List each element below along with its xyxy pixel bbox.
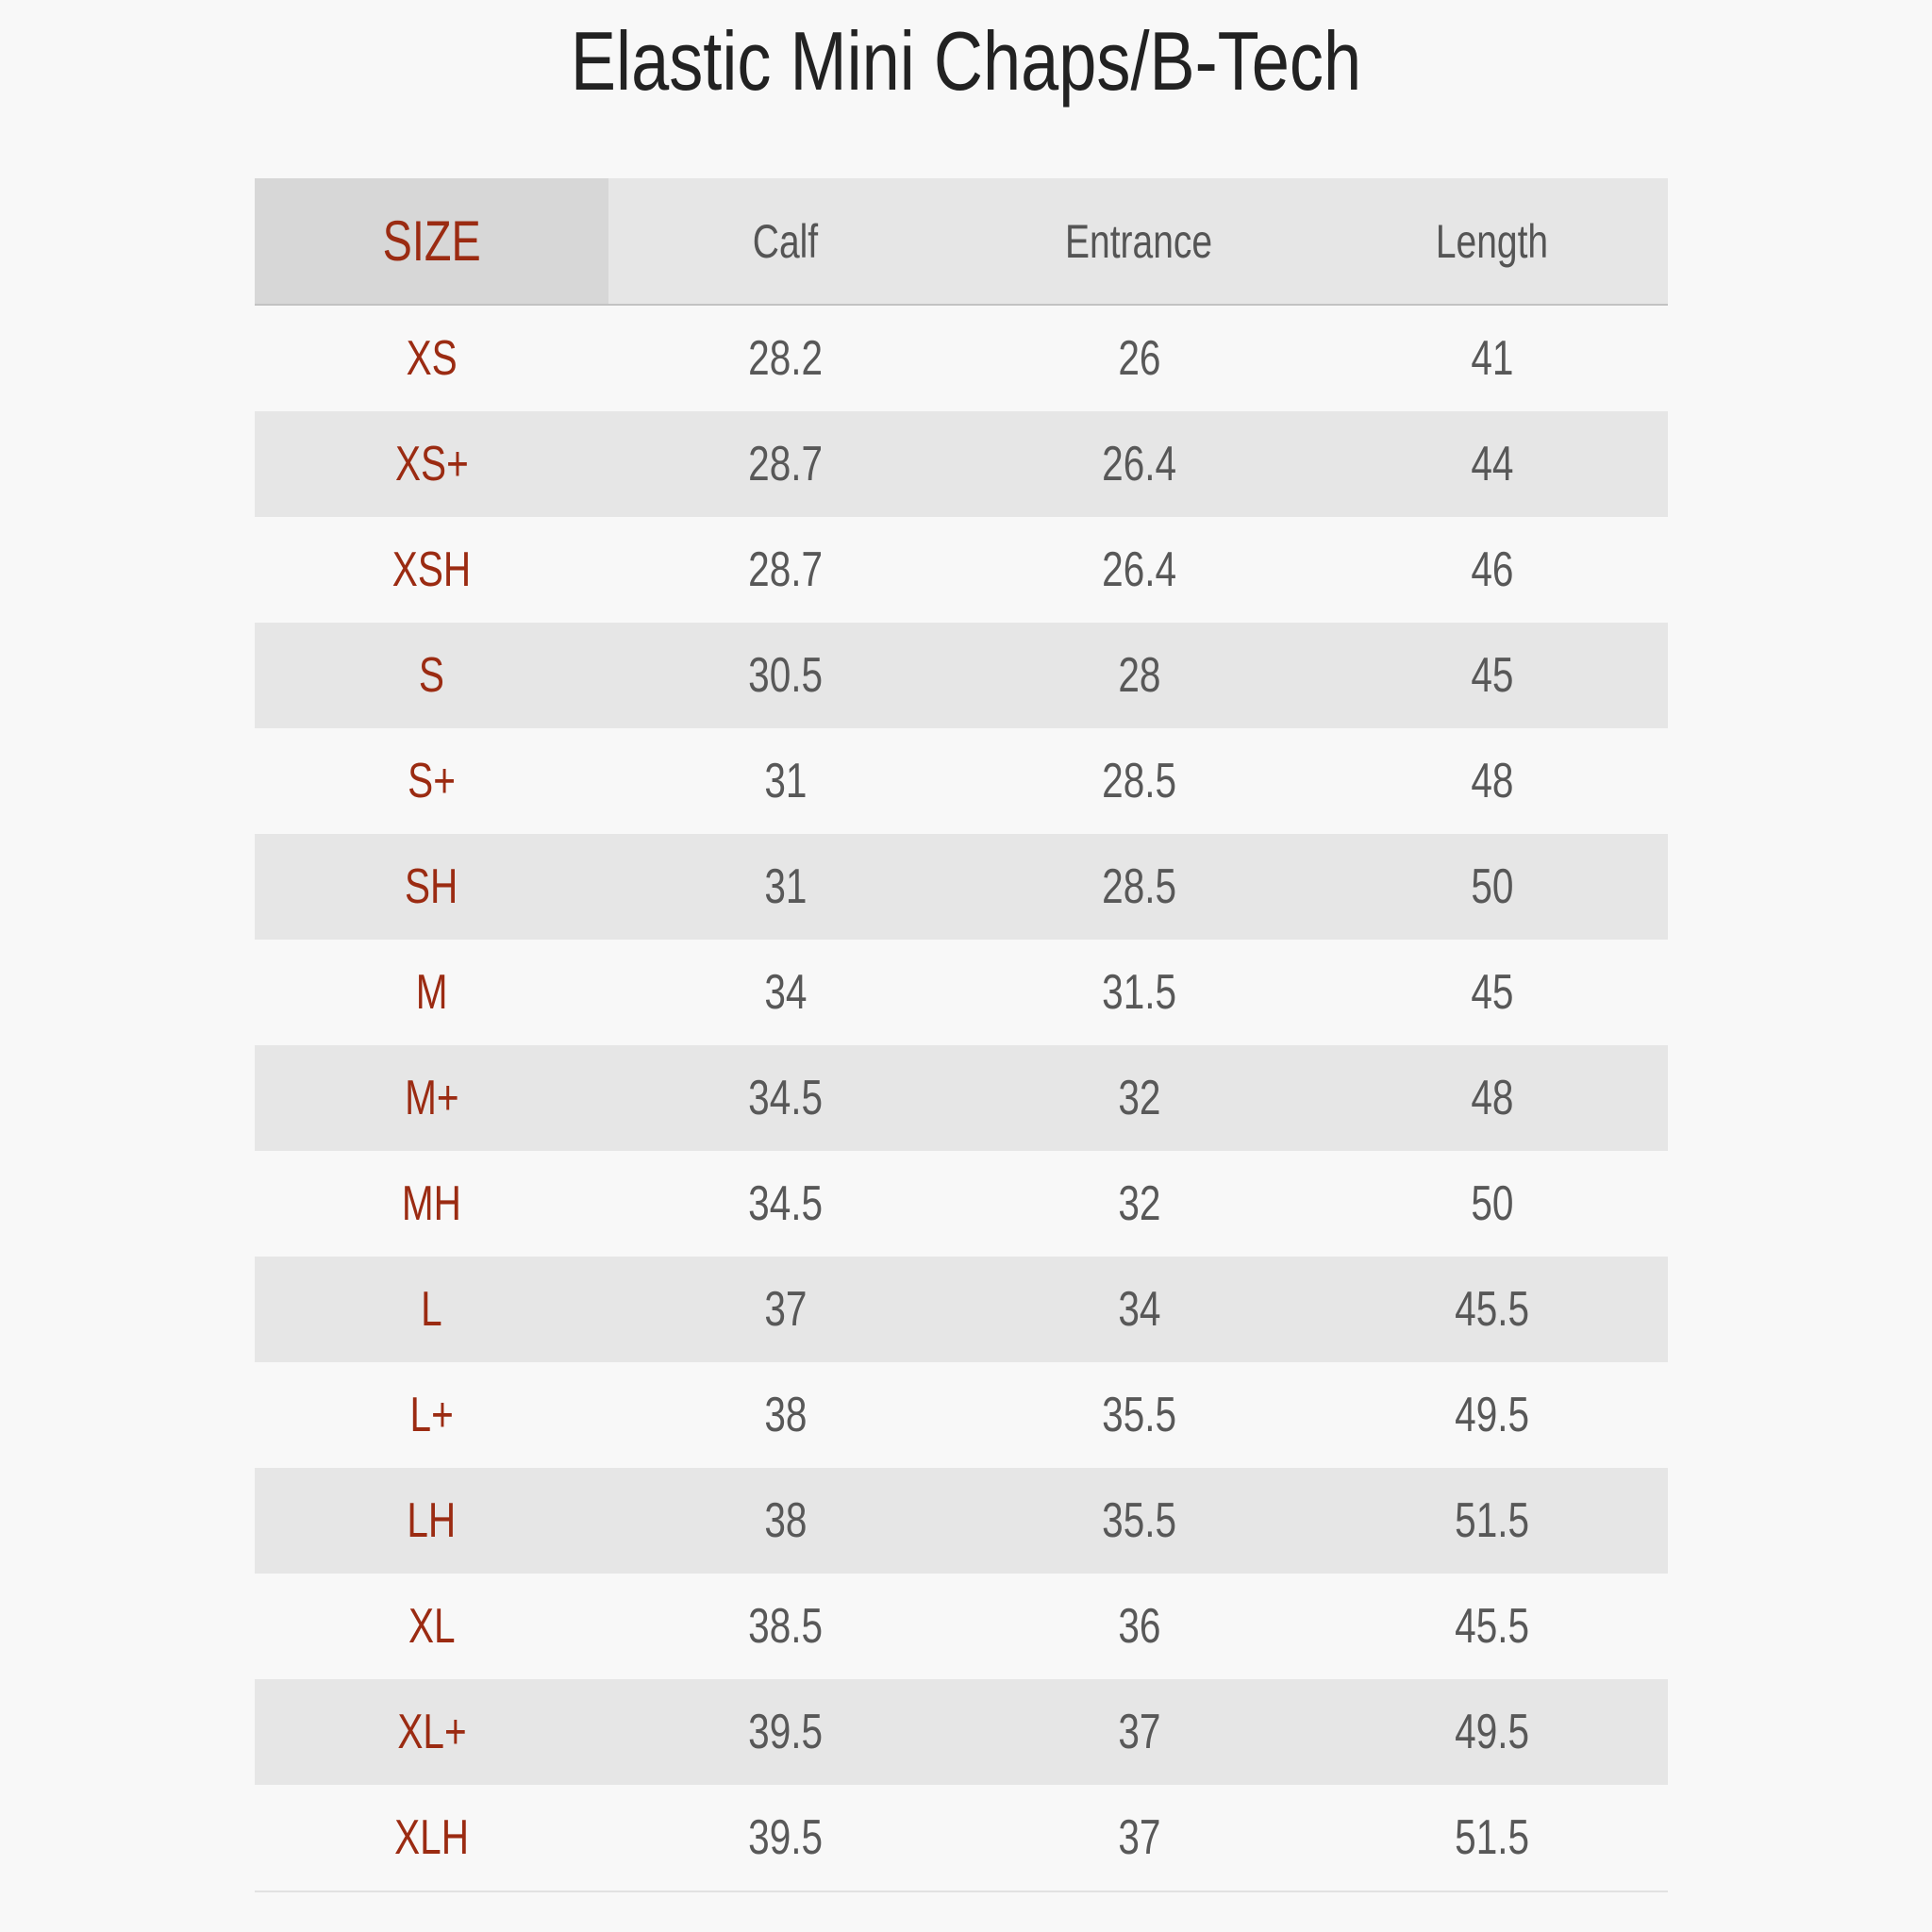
header-size: SIZE xyxy=(255,178,608,304)
table-row: XL+ 39.5 37 49.5 xyxy=(255,1679,1668,1785)
calf-cell: 39.5 xyxy=(748,1705,823,1759)
size-cell: XLH xyxy=(394,1810,469,1865)
length-cell: 45 xyxy=(1470,648,1514,703)
calf-cell: 31 xyxy=(763,754,808,808)
size-cell: LH xyxy=(407,1493,457,1548)
calf-cell: 28.7 xyxy=(748,542,823,597)
entrance-cell: 28.5 xyxy=(1102,754,1176,808)
entrance-cell: 28.5 xyxy=(1102,859,1176,914)
size-cell: XL xyxy=(408,1599,456,1654)
size-cell: M xyxy=(415,965,448,1020)
entrance-cell: 32 xyxy=(1117,1176,1161,1231)
calf-cell: 28.2 xyxy=(748,331,823,386)
entrance-cell: 36 xyxy=(1117,1599,1161,1654)
entrance-cell: 31.5 xyxy=(1102,965,1176,1020)
table-row: MH 34.5 32 50 xyxy=(255,1151,1668,1257)
size-cell: SH xyxy=(405,859,458,914)
table-row: S 30.5 28 45 xyxy=(255,623,1668,728)
length-cell: 51.5 xyxy=(1455,1493,1529,1548)
calf-cell: 30.5 xyxy=(748,648,823,703)
calf-cell: 38 xyxy=(763,1388,808,1442)
size-cell: M+ xyxy=(404,1071,459,1125)
table-row: XLH 39.5 37 51.5 xyxy=(255,1785,1668,1892)
calf-cell: 38.5 xyxy=(748,1599,823,1654)
length-cell: 44 xyxy=(1470,437,1514,491)
length-cell: 41 xyxy=(1470,331,1514,386)
entrance-cell: 26.4 xyxy=(1102,542,1176,597)
calf-cell: 39.5 xyxy=(748,1810,823,1865)
size-chart-table: SIZE Calf Entrance Length XS 28.2 26 41 XS+ 2… xyxy=(255,178,1668,1892)
length-cell: 49.5 xyxy=(1455,1388,1529,1442)
header-calf: Calf xyxy=(752,214,819,268)
length-cell: 51.5 xyxy=(1455,1810,1529,1865)
header-entrance: Entrance xyxy=(1065,214,1213,268)
size-cell: L+ xyxy=(409,1388,454,1442)
entrance-cell: 34 xyxy=(1117,1282,1161,1337)
entrance-cell: 28 xyxy=(1117,648,1161,703)
page-title: Elastic Mini Chaps/B-Tech xyxy=(570,14,1362,108)
table-row: S+ 31 28.5 48 xyxy=(255,728,1668,834)
table-header-row: SIZE Calf Entrance Length xyxy=(255,178,1668,306)
table-row: L+ 38 35.5 49.5 xyxy=(255,1362,1668,1468)
table-row: XS+ 28.7 26.4 44 xyxy=(255,411,1668,517)
table-row: XL 38.5 36 45.5 xyxy=(255,1574,1668,1679)
calf-cell: 34.5 xyxy=(748,1176,823,1231)
length-cell: 45.5 xyxy=(1455,1599,1529,1654)
entrance-cell: 32 xyxy=(1117,1071,1161,1125)
calf-cell: 34 xyxy=(763,965,808,1020)
table-row: M 34 31.5 45 xyxy=(255,940,1668,1045)
table-row: M+ 34.5 32 48 xyxy=(255,1045,1668,1151)
size-cell: L xyxy=(421,1282,442,1337)
size-cell: XS+ xyxy=(394,437,469,491)
length-cell: 46 xyxy=(1470,542,1514,597)
entrance-cell: 35.5 xyxy=(1102,1388,1176,1442)
calf-cell: 34.5 xyxy=(748,1071,823,1125)
table-row: L 37 34 45.5 xyxy=(255,1257,1668,1362)
entrance-cell: 26 xyxy=(1117,331,1161,386)
table-row: XSH 28.7 26.4 46 xyxy=(255,517,1668,623)
calf-cell: 28.7 xyxy=(748,437,823,491)
table-body: XS 28.2 26 41 XS+ 28.7 26.4 44 XSH 28.7 26.4 46 S 30.… xyxy=(255,306,1668,1892)
size-cell: XS xyxy=(406,331,458,386)
calf-cell: 38 xyxy=(763,1493,808,1548)
entrance-cell: 35.5 xyxy=(1102,1493,1176,1548)
size-cell: XL+ xyxy=(396,1705,467,1759)
length-cell: 48 xyxy=(1470,1071,1514,1125)
size-cell: MH xyxy=(401,1176,462,1231)
length-cell: 45.5 xyxy=(1455,1282,1529,1337)
entrance-cell: 37 xyxy=(1117,1810,1161,1865)
entrance-cell: 37 xyxy=(1117,1705,1161,1759)
table-row: LH 38 35.5 51.5 xyxy=(255,1468,1668,1574)
entrance-cell: 26.4 xyxy=(1102,437,1176,491)
table-row: SH 31 28.5 50 xyxy=(255,834,1668,940)
header-length: Length xyxy=(1435,214,1549,268)
length-cell: 50 xyxy=(1470,859,1514,914)
length-cell: 49.5 xyxy=(1455,1705,1529,1759)
calf-cell: 31 xyxy=(763,859,808,914)
size-cell: XSH xyxy=(391,542,472,597)
size-cell: S+ xyxy=(408,754,456,808)
length-cell: 48 xyxy=(1470,754,1514,808)
length-cell: 50 xyxy=(1470,1176,1514,1231)
length-cell: 45 xyxy=(1470,965,1514,1020)
size-cell: S xyxy=(418,648,445,703)
calf-cell: 37 xyxy=(763,1282,808,1337)
table-row: XS 28.2 26 41 xyxy=(255,306,1668,411)
